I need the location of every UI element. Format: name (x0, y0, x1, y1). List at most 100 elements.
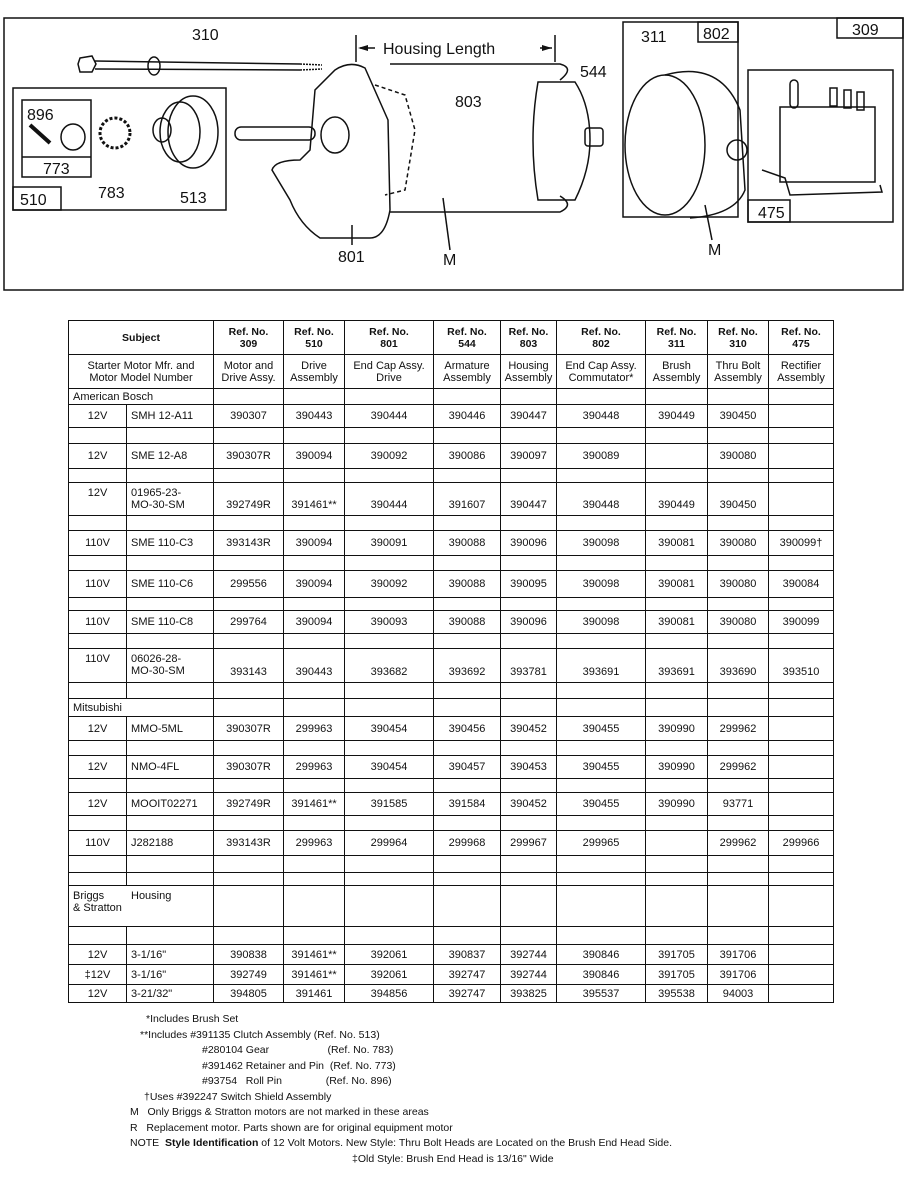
empty-cell (645, 597, 708, 611)
callout-309: 309 (852, 22, 879, 39)
armature-drawing (532, 81, 591, 201)
spacer-row (68, 815, 834, 831)
empty-cell (213, 597, 284, 611)
note-includes: **Includes #391135 Clutch Assembly (Ref.… (140, 1028, 380, 1041)
part-number-cell: 390444 (344, 482, 434, 516)
note-brush-set: *Includes Brush Set (146, 1013, 239, 1025)
empty-cell (344, 855, 434, 873)
header-row-desc: Starter Motor Mfr. and Motor Model Number… (68, 354, 834, 389)
empty-cell (433, 515, 501, 531)
group-row: Briggs & Stratton Housing (68, 885, 834, 927)
part-number-cell: 390098 (556, 570, 646, 598)
cell-line: Assembly (777, 371, 825, 384)
empty-cell (707, 468, 769, 483)
part-number-cell: 390093 (344, 610, 434, 634)
empty-cell (126, 427, 214, 444)
part-number-cell: 391706 (707, 944, 769, 965)
part-number-cell (768, 944, 834, 965)
part-number-cell: 93771 (707, 792, 769, 816)
empty-cell (707, 855, 769, 873)
table-row: 12V MMO-5ML 390307R 299963 390454 390456 39045… (68, 716, 834, 741)
part-number-cell: 391706 (707, 964, 769, 985)
part-number-cell: 391705 (645, 944, 708, 965)
housing-drawing (390, 63, 569, 213)
empty-cell (283, 885, 345, 927)
empty-cell (645, 872, 708, 886)
ref-number: 310 (729, 337, 747, 350)
callout-773: 773 (43, 161, 70, 178)
empty-cell (283, 633, 345, 649)
part-number-cell: 392744 (500, 964, 557, 985)
cell-line: Assembly (290, 371, 338, 384)
voltage-cell: 12V (68, 443, 127, 469)
table-row: 12V SMH 12-A11 390307 390443 390444 390446 390… (68, 404, 834, 428)
note-switch-shield: †Uses #392247 Switch Shield Assembly (144, 1090, 332, 1103)
ref-label: Ref. No. (228, 325, 269, 338)
callout-513: 513 (180, 190, 207, 207)
part-number-cell: 390091 (344, 530, 434, 556)
part-number-cell: 299962 (707, 716, 769, 741)
cell-line: Motor Model Number (89, 371, 193, 384)
part-number-cell: 390990 (645, 755, 708, 779)
empty-cell (433, 555, 501, 571)
empty-cell (500, 597, 557, 611)
ref-number: 544 (458, 337, 476, 350)
empty-cell (213, 872, 284, 886)
empty-cell (707, 926, 769, 945)
voltage-cell: 12V (68, 482, 127, 516)
part-number-cell: 394805 (213, 984, 284, 1003)
table-row: 110V SME 110-C8 299764 390094 390093 390088 39… (68, 610, 834, 634)
part-number-cell: 390447 (500, 482, 557, 516)
empty-cell (707, 388, 769, 405)
retainer-box (21, 99, 92, 178)
model-cell: 3-21/32" (126, 984, 214, 1003)
voltage-cell: 110V (68, 830, 127, 856)
part-number-cell: 393690 (707, 648, 769, 683)
empty-cell (126, 815, 214, 831)
part-number-cell: 390307R (213, 443, 284, 469)
part-description-544: Armature Assembly (433, 354, 501, 389)
empty-cell (283, 427, 345, 444)
empty-cell (500, 388, 557, 405)
empty-cell (126, 633, 214, 649)
empty-cell (768, 388, 834, 405)
part-number-cell: 390094 (283, 443, 345, 469)
empty-cell (213, 388, 284, 405)
empty-cell (768, 885, 834, 927)
empty-cell (768, 698, 834, 717)
part-number-cell: 392749R (213, 792, 284, 816)
table-row: 110V 06026-28- MO-30-SM 393143 390443 393682 3… (68, 648, 834, 683)
empty-cell (126, 872, 214, 886)
part-number-cell: 392749 (213, 964, 284, 985)
thru-bolt-drawing (77, 55, 323, 76)
ref-number: 802 (592, 337, 610, 350)
table-row: 12V SME 12-A8 390307R 390094 390092 390086 390… (68, 443, 834, 469)
empty-cell (556, 872, 646, 886)
table-row: 12V MOOIT02271 392749R 391461** 391585 391584… (68, 792, 834, 816)
voltage-cell: 12V (68, 404, 127, 428)
callout-801: 801 (338, 249, 365, 266)
part-number-cell: 390837 (433, 944, 501, 965)
cell-line: SME 110-C6 (131, 578, 194, 590)
table-row: 110V J282188 393143R 299963 299964 299968 2999… (68, 830, 834, 856)
subject-description: Starter Motor Mfr. and Motor Model Number (68, 354, 214, 389)
ref-no-header-802: Ref. No. 802 (556, 320, 646, 355)
cell-line: End Cap Assy. (565, 359, 637, 372)
spacer-row (68, 682, 834, 699)
empty-cell (500, 698, 557, 717)
empty-cell (645, 468, 708, 483)
part-number-cell: 390449 (645, 404, 708, 428)
part-number-cell: 299965 (556, 830, 646, 856)
housing-label: Housing (131, 890, 172, 902)
model-cell: SME 110-C8 (126, 610, 214, 634)
part-number-cell: 390094 (283, 610, 345, 634)
spacer-row (68, 515, 834, 531)
model-cell: NMO-4FL (126, 755, 214, 779)
empty-cell (768, 778, 834, 793)
spacer-row (68, 740, 834, 756)
empty-cell (433, 872, 501, 886)
part-number-cell: 393825 (500, 984, 557, 1003)
empty-cell (344, 555, 434, 571)
callout-803: 803 (455, 94, 482, 111)
callout-m-right: M (708, 242, 721, 259)
